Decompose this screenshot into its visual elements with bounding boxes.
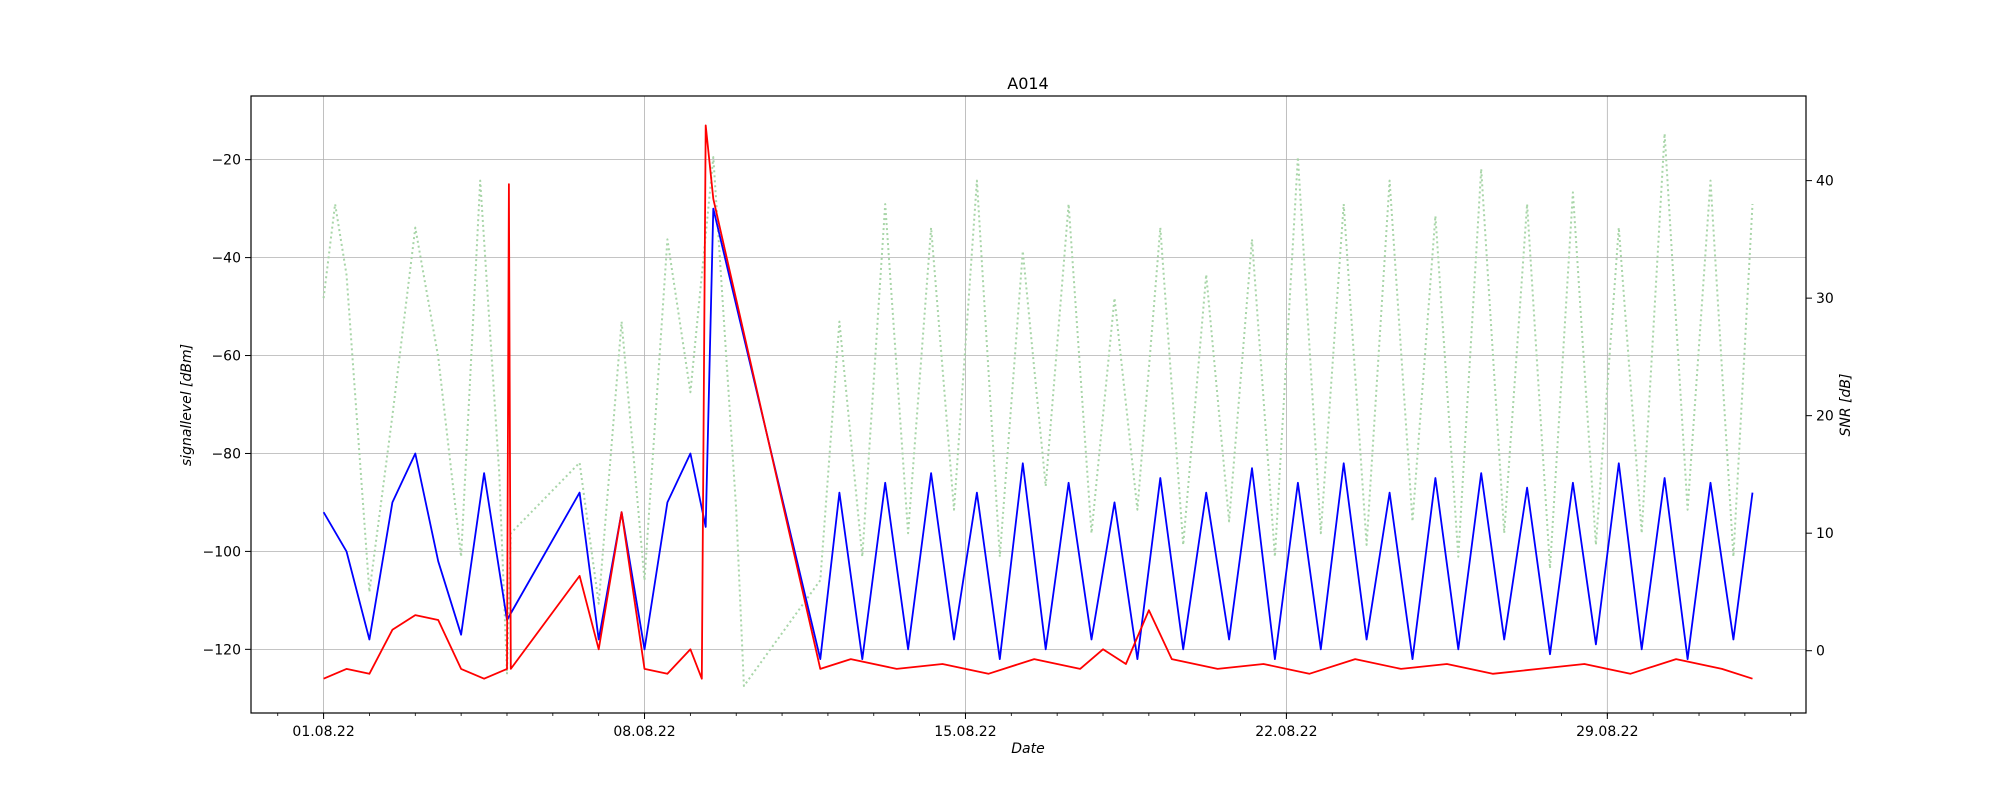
series-line-2 bbox=[322, 207, 1754, 660]
chart-title: A014 bbox=[1007, 74, 1048, 93]
x-tick-label: 01.08.22 bbox=[292, 724, 354, 740]
y-left-tick-label: −120 bbox=[203, 642, 241, 658]
y-left-tick-label: −80 bbox=[211, 446, 241, 462]
x-tick-label: 29.08.22 bbox=[1576, 724, 1638, 740]
y-axis-right-label: SNR [dB] bbox=[1838, 374, 1854, 437]
y-left-tick-label: −100 bbox=[203, 544, 241, 560]
y-axis-left-label: signallevel [dBm] bbox=[179, 344, 195, 466]
y-left-tick-label: −40 bbox=[211, 251, 241, 267]
y-right-tick-label: 40 bbox=[1816, 174, 1834, 190]
x-tick-label: 22.08.22 bbox=[1255, 724, 1317, 740]
series-line-3 bbox=[323, 124, 1753, 680]
y-axis-left: −120 −100 −80 −60 −40 −20 bbox=[203, 153, 251, 658]
x-tick-label: 08.08.22 bbox=[613, 724, 675, 740]
x-axis: 01.08.22 08.08.22 15.08.22 22.08.22 29.08.22 bbox=[277, 713, 1792, 740]
y-left-tick-label: −60 bbox=[211, 349, 241, 365]
x-axis-label: Date bbox=[1011, 741, 1044, 757]
y-right-tick-label: 10 bbox=[1816, 526, 1834, 542]
y-right-tick-label: 30 bbox=[1816, 291, 1834, 307]
y-right-tick-label: 20 bbox=[1816, 409, 1834, 425]
y-axis-right: 0 10 20 30 40 bbox=[1806, 174, 1834, 660]
x-tick-label: 15.08.22 bbox=[934, 724, 996, 740]
plot-frame bbox=[250, 95, 1807, 714]
series-layer bbox=[322, 124, 1754, 687]
y-left-tick-label: −20 bbox=[211, 153, 241, 169]
y-right-tick-label: 0 bbox=[1816, 644, 1825, 660]
